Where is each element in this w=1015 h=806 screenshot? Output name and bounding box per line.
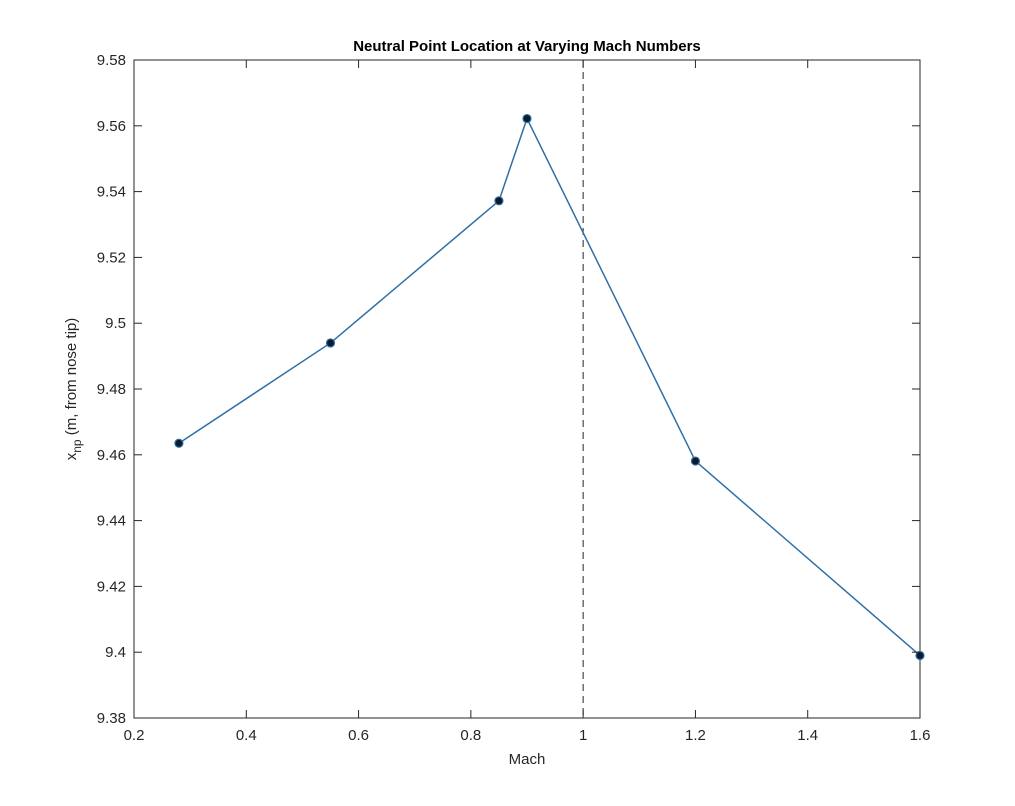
- data-point: [690, 456, 701, 466]
- y-axis-label-subscript: np: [70, 439, 84, 453]
- x-axis-label: Mach: [509, 751, 546, 768]
- x-tick-label: 1.6: [910, 727, 931, 744]
- x-tick-label: 0.8: [460, 727, 481, 744]
- y-tick-label: 9.54: [97, 184, 126, 201]
- data-point: [174, 438, 184, 448]
- data-point: [325, 338, 336, 348]
- y-axis-ticks: 9.38 9.4 9.42 9.44 9.46 9.48 9.5 9.52 9.54 9.56 9.…: [97, 52, 920, 727]
- data-point: [915, 650, 925, 661]
- x-axis-ticks: 0.2 0.4 0.6 0.8 1 1.2 1.4 1.6: [124, 60, 931, 744]
- series-line: [178, 116, 921, 657]
- y-axis-label-suffix: (m, from nose tip): [63, 318, 80, 440]
- x-tick-label: 0.2: [124, 727, 145, 744]
- y-tick-label: 9.4: [105, 644, 126, 661]
- y-axis-label-prefix: x: [63, 452, 80, 460]
- y-tick-label: 9.46: [97, 447, 126, 464]
- y-tick-label: 9.44: [97, 513, 126, 530]
- series-layer: [174, 113, 925, 661]
- y-tick-label: 9.48: [97, 381, 126, 398]
- y-tick-label: 9.38: [97, 710, 126, 727]
- y-tick-label: 9.42: [97, 578, 126, 595]
- data-point: [494, 196, 504, 206]
- x-tick-label: 1: [579, 727, 587, 744]
- chart-title: Neutral Point Location at Varying Mach N…: [353, 38, 701, 55]
- x-tick-label: 1.2: [685, 727, 706, 744]
- plot-area: [133, 59, 921, 719]
- y-axis-label: xnp (m, from nose tip): [63, 318, 84, 461]
- x-tick-label: 1.4: [797, 727, 818, 744]
- x-tick-label: 0.6: [348, 727, 369, 744]
- x-tick-label: 0.4: [236, 727, 257, 744]
- y-tick-label: 9.58: [97, 52, 126, 69]
- y-tick-label: 9.56: [97, 118, 126, 135]
- y-tick-label: 9.5: [105, 315, 126, 332]
- data-point: [522, 113, 532, 124]
- y-tick-label: 9.52: [97, 249, 126, 266]
